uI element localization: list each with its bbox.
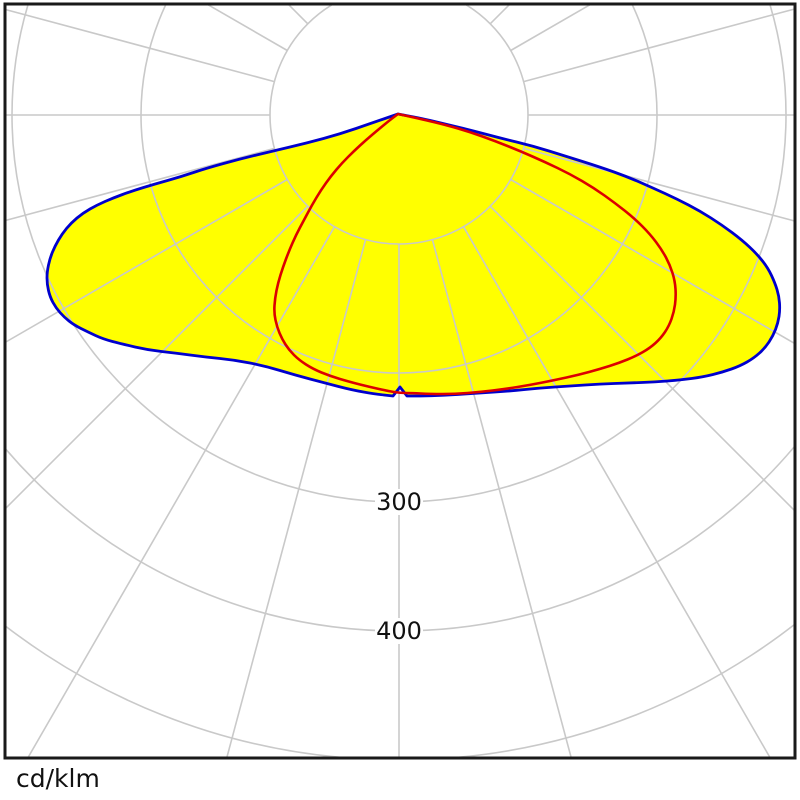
grid-spoke--45deg — [6, 205, 309, 509]
tick-label-mask-400 — [375, 618, 423, 644]
grid-spoke--75deg — [6, 147, 275, 221]
grid-spoke--120deg — [207, 5, 288, 52]
radial-tick-labels: 300 400 — [375, 488, 423, 645]
radial-tick-label-300: 300 — [376, 488, 422, 516]
radial-tick-label-400: 400 — [376, 617, 422, 645]
grid-spoke--60deg — [6, 178, 288, 343]
curve-c0-c180 — [45, 112, 782, 398]
tick-label-mask-300 — [375, 489, 423, 515]
units-label: cd/klm — [16, 764, 100, 793]
plot-frame — [3, 2, 797, 760]
grid-spoke-30deg — [462, 226, 771, 757]
grid-spoke--15deg — [226, 239, 367, 757]
grid-spoke-15deg — [431, 239, 572, 757]
grid-spoke--30deg — [27, 226, 336, 757]
beam-area — [47, 114, 780, 396]
grid-spoke-60deg — [510, 178, 794, 344]
grid-spoke--105deg — [6, 9, 275, 83]
grid-spoke-120deg — [510, 5, 591, 52]
grid-spoke-45deg — [489, 205, 794, 511]
grid-spoke-75deg — [523, 147, 794, 222]
curve-c90-c270 — [273, 112, 677, 396]
grid-spoke-105deg — [523, 8, 794, 83]
